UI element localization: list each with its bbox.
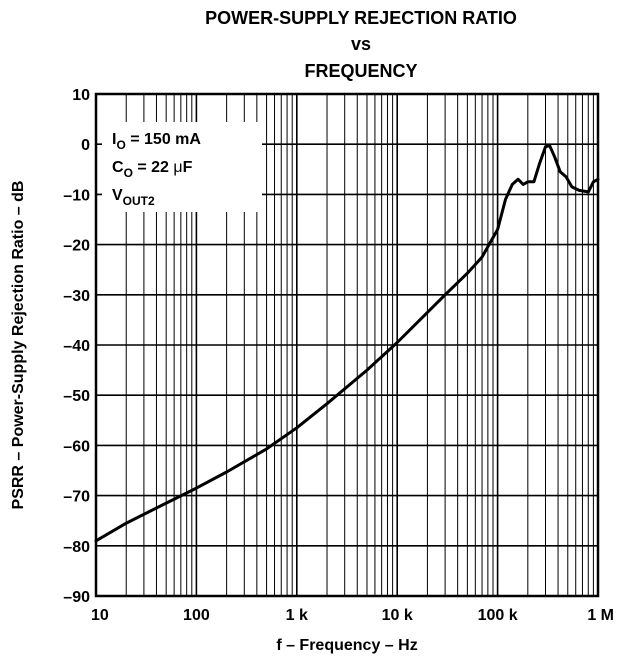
- chart-title-line-2: vs: [351, 34, 371, 54]
- x-tick-label: 100 k: [478, 607, 518, 624]
- y-tick-label: –10: [63, 187, 90, 204]
- chart-title-line-1: POWER-SUPPLY REJECTION RATIO: [205, 8, 517, 28]
- x-tick-label: 1 M: [587, 607, 614, 624]
- psrr-curve: [94, 144, 600, 543]
- legend-vout: VOUT2: [112, 187, 155, 208]
- x-tick-label: 1 k: [286, 607, 308, 624]
- y-tick-label: 0: [81, 137, 90, 154]
- legend-io: IO = 150 mA: [112, 131, 201, 152]
- y-tick-label: –70: [63, 489, 90, 506]
- legend-box: [102, 122, 262, 212]
- y-tick-label: –90: [63, 589, 90, 606]
- y-tick-label: –40: [63, 338, 90, 355]
- chart-title-line-3: FREQUENCY: [304, 61, 417, 81]
- x-tick-labels: 10 100 1 k 10 k 100 k 1 M: [91, 607, 614, 624]
- legend-co: CO = 22 μF: [112, 159, 193, 180]
- x-tick-label: 10 k: [382, 607, 413, 624]
- y-tick-label: –20: [63, 238, 90, 255]
- plot-frame: [94, 92, 600, 598]
- y-tick-label: –50: [63, 388, 90, 405]
- y-tick-label: 10: [72, 87, 90, 104]
- x-axis-label: f – Frequency – Hz: [276, 637, 417, 654]
- y-axis-label: PSRR – Power-Supply Rejection Ratio – dB: [10, 181, 27, 510]
- y-tick-label: –60: [63, 438, 90, 455]
- x-tick-label: 100: [183, 607, 210, 624]
- y-tick-label: –80: [63, 539, 90, 556]
- y-tick-labels: 10 0 –10 –20 –30 –40 –50 –60 –70 –80 –90: [63, 87, 90, 606]
- x-tick-label: 10: [91, 607, 109, 624]
- y-tick-label: –30: [63, 288, 90, 305]
